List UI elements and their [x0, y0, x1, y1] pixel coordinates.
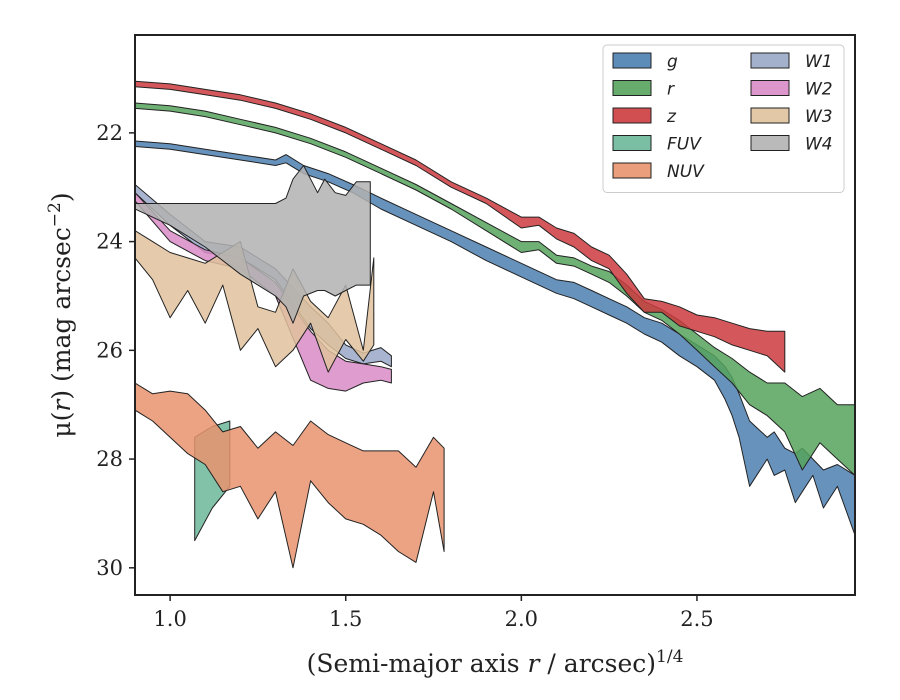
legend-swatch-z [612, 107, 652, 124]
legend: grz FUV NUV W1 W2 W3 W4 [602, 44, 845, 193]
legend-swatch-w4 [750, 135, 790, 151]
y-tick-label: 26 [96, 338, 123, 362]
legend-label-w4: W4 [805, 135, 833, 155]
legend-swatch-r [612, 80, 652, 96]
y-tick-label: 22 [96, 121, 123, 145]
y-axis-label: μ(r) (mag arcsec−2) [45, 192, 76, 437]
band-r [135, 102, 855, 476]
legend-label-fuv: FUV [667, 135, 702, 155]
legend-label-nuv: NUV [667, 162, 705, 182]
band-nuv [135, 382, 445, 569]
y-tick-label: 28 [96, 447, 123, 471]
axis-ticks: 1.0 1.5 2.0 2.5 22 24 26 28 30 [96, 121, 713, 631]
x-axis-label: (Semi-major axis r / arcsec)1/4 [307, 647, 684, 678]
band-g [135, 140, 855, 536]
legend-swatch-w3 [750, 107, 790, 124]
legend-label-w2: W2 [805, 80, 833, 100]
series-bands [135, 80, 855, 569]
x-tick-label: 1.0 [153, 607, 186, 631]
legend-label-w3: W3 [805, 107, 833, 127]
legend-swatch-fuv [612, 135, 652, 151]
band-z [135, 80, 786, 373]
y-tick-label: 30 [96, 556, 123, 580]
legend-swatch-nuv [612, 162, 652, 179]
legend-label-w1: W1 [805, 52, 833, 72]
legend-swatch-w1 [750, 52, 790, 69]
legend-label-z: z [666, 107, 677, 127]
legend-swatch-g [612, 52, 652, 69]
y-tick-label: 24 [96, 230, 123, 254]
legend-label-g: g [667, 52, 678, 72]
plot-frame [134, 34, 856, 596]
legend-swatch-w2 [750, 80, 790, 96]
legend-label-r: r [667, 80, 675, 100]
x-tick-label: 1.5 [329, 607, 362, 631]
band-w4 [135, 165, 371, 324]
x-tick-label: 2.0 [505, 607, 538, 631]
x-tick-label: 2.5 [680, 607, 713, 631]
